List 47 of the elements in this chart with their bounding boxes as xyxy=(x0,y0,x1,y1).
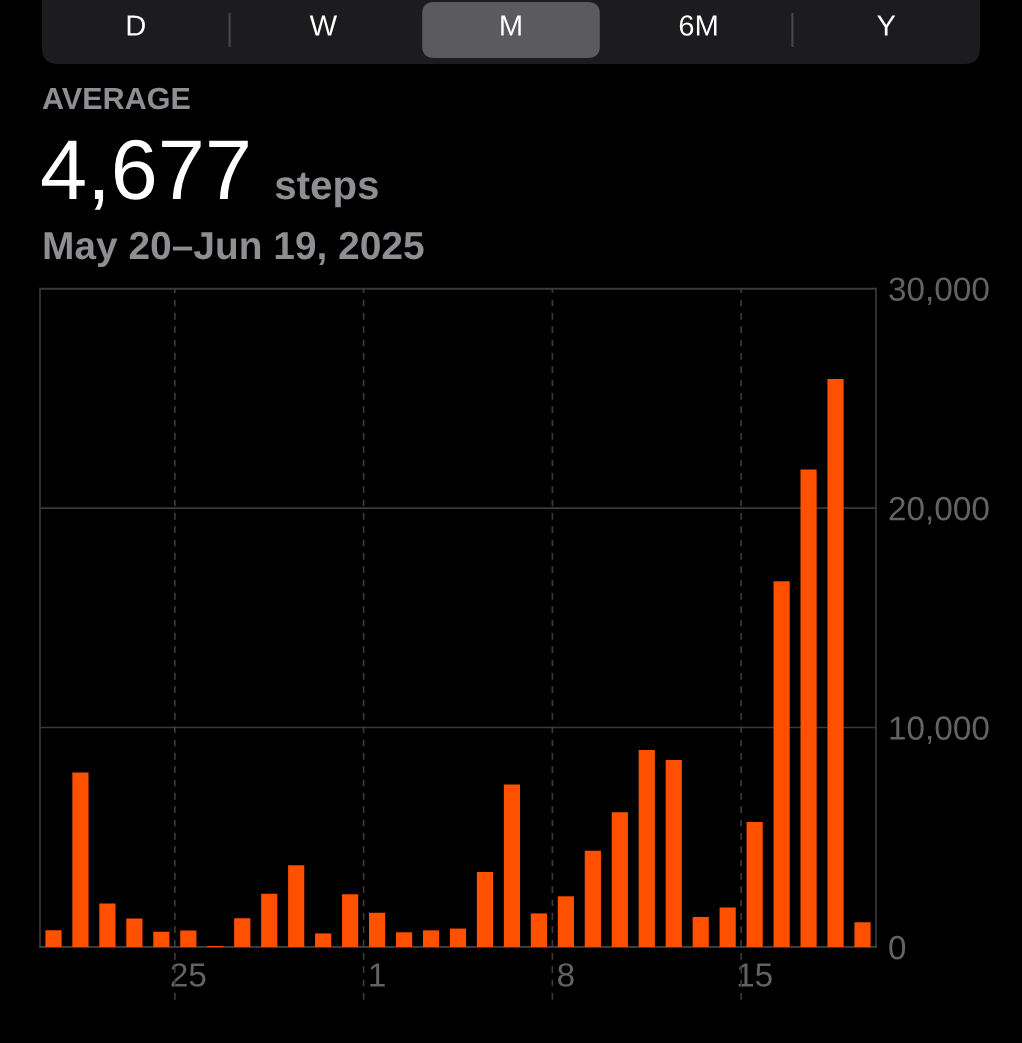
chart-title: AVERAGE xyxy=(42,87,190,110)
bar xyxy=(99,903,116,947)
bar xyxy=(369,912,386,947)
chart-subtitle: May 20–Jun 19, 2025 xyxy=(44,231,424,268)
bar xyxy=(180,930,197,947)
text: Y xyxy=(877,15,896,36)
bar xyxy=(584,850,601,947)
bar xyxy=(557,896,574,947)
bar xyxy=(530,913,547,947)
y-tick-label: 30,000 xyxy=(889,277,989,305)
text: steps xyxy=(275,172,378,208)
x-tick-label: 8 xyxy=(558,963,574,987)
bar xyxy=(746,821,763,947)
x-tick-label: 1 xyxy=(370,963,385,987)
x-tick-label: 25 xyxy=(171,963,206,987)
bar xyxy=(800,469,817,947)
bar xyxy=(773,581,790,947)
bar xyxy=(692,916,709,947)
bar xyxy=(315,933,332,947)
bar xyxy=(261,893,278,947)
bar xyxy=(422,930,440,947)
bar xyxy=(476,871,494,947)
y-tick-label: 10,000 xyxy=(890,716,989,744)
text: 4,677 xyxy=(41,139,248,210)
y-tick-label: 20,000 xyxy=(889,496,989,525)
bar xyxy=(854,922,871,947)
bar xyxy=(234,918,251,947)
y-tick-label: 0 xyxy=(889,935,906,960)
text: W xyxy=(309,15,338,36)
bar xyxy=(638,749,655,947)
x-tick-label: 15 xyxy=(738,963,772,987)
text: 6M xyxy=(679,15,717,36)
bar xyxy=(342,894,359,947)
text: M xyxy=(501,15,521,36)
bar xyxy=(665,760,682,947)
bar xyxy=(153,931,170,947)
bar xyxy=(288,865,305,947)
bar xyxy=(72,772,89,947)
bar xyxy=(126,918,143,947)
bar xyxy=(719,907,736,947)
bar xyxy=(611,812,628,947)
bar xyxy=(503,784,521,947)
bar xyxy=(45,930,62,947)
bar xyxy=(395,932,413,947)
bar xyxy=(449,928,467,947)
text: D xyxy=(127,15,145,36)
bar xyxy=(827,379,844,947)
